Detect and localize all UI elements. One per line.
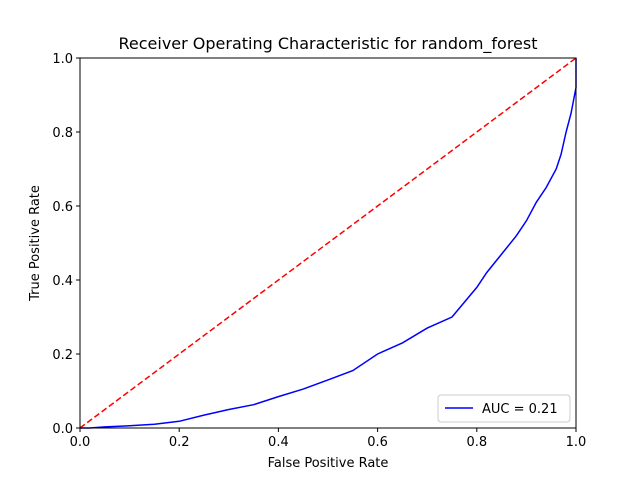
x-tick-label: 1.0	[566, 435, 587, 450]
y-tick-label: 0.0	[52, 422, 73, 437]
x-tick-label: 0.4	[268, 435, 289, 450]
x-axis-label: False Positive Rate	[268, 456, 389, 471]
y-tick-label: 0.8	[52, 126, 73, 141]
y-tick-label: 0.2	[52, 348, 73, 363]
x-tick-label: 0.2	[169, 435, 190, 450]
series-layer	[79, 57, 577, 429]
x-axis-ticks: 0.0 0.2 0.4 0.6 0.8 1.0	[70, 428, 587, 450]
plot-frame	[79, 57, 577, 429]
x-tick-label: 0.8	[466, 435, 487, 450]
y-axis-label: True Positive Rate	[28, 185, 43, 302]
roc-curve-line	[80, 58, 577, 429]
x-tick-label: 0.6	[367, 435, 388, 450]
x-tick-label: 0.0	[70, 435, 91, 450]
chart-title: Receiver Operating Characteristic for ra…	[119, 34, 538, 54]
legend-label: AUC = 0.21	[482, 402, 558, 417]
y-tick-label: 1.0	[52, 52, 73, 67]
legend-box	[437, 394, 571, 423]
legend: AUC = 0.21	[437, 394, 571, 423]
y-axis-ticks: 0.0 0.2 0.4 0.6 0.8 1.0	[52, 52, 80, 437]
chance-diagonal-line	[79, 57, 577, 429]
y-tick-label: 0.4	[52, 274, 73, 289]
y-tick-label: 0.6	[52, 200, 73, 215]
